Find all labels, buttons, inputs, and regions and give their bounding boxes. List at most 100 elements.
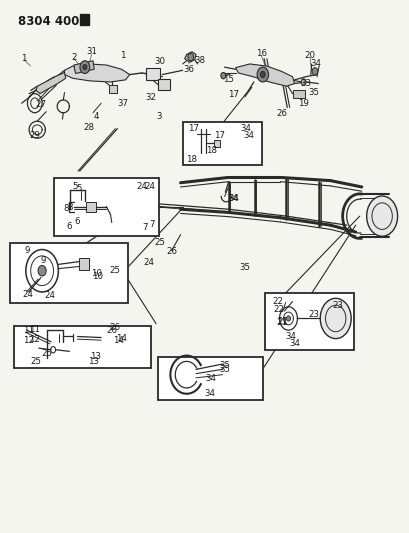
Text: 2: 2 xyxy=(71,53,76,62)
Text: 15: 15 xyxy=(222,75,234,84)
Text: 34: 34 xyxy=(310,60,321,68)
Text: 35: 35 xyxy=(239,263,250,272)
Text: 24: 24 xyxy=(143,258,154,266)
Text: 34: 34 xyxy=(228,194,239,203)
Text: 34: 34 xyxy=(285,332,296,341)
Polygon shape xyxy=(64,64,129,82)
Circle shape xyxy=(366,196,397,236)
Text: 5: 5 xyxy=(76,183,82,192)
Text: 8: 8 xyxy=(67,203,72,212)
Bar xyxy=(10,243,128,303)
Bar xyxy=(86,203,96,212)
Bar xyxy=(54,179,159,236)
Text: C: C xyxy=(81,14,89,25)
Text: 25: 25 xyxy=(30,358,41,367)
Text: 19: 19 xyxy=(297,99,308,108)
Bar xyxy=(158,357,263,400)
Text: 18: 18 xyxy=(186,155,197,164)
Circle shape xyxy=(260,71,265,78)
Text: 24: 24 xyxy=(44,291,55,300)
Text: 23: 23 xyxy=(308,310,319,319)
Text: 9: 9 xyxy=(25,246,30,255)
Text: 13: 13 xyxy=(90,352,101,361)
Circle shape xyxy=(187,53,193,61)
Text: 35: 35 xyxy=(218,366,229,374)
Text: 16: 16 xyxy=(255,49,266,58)
Text: 7: 7 xyxy=(142,223,148,232)
Bar xyxy=(79,258,89,270)
Text: 34: 34 xyxy=(227,194,238,203)
Circle shape xyxy=(256,67,268,82)
Text: 8: 8 xyxy=(64,204,69,213)
Text: 14: 14 xyxy=(112,336,124,345)
Circle shape xyxy=(300,79,305,85)
Bar xyxy=(213,140,220,147)
Text: 6: 6 xyxy=(66,222,72,231)
Text: 34: 34 xyxy=(240,124,251,133)
Circle shape xyxy=(286,316,290,321)
Text: 31: 31 xyxy=(86,47,97,56)
Text: 24: 24 xyxy=(137,182,147,191)
Text: 26: 26 xyxy=(106,326,117,335)
Text: 3: 3 xyxy=(156,112,162,122)
Bar xyxy=(292,90,304,98)
Text: 34: 34 xyxy=(204,389,215,398)
Text: 27: 27 xyxy=(36,100,47,109)
Text: 18: 18 xyxy=(205,147,216,156)
Text: 25: 25 xyxy=(41,350,52,359)
Text: 32: 32 xyxy=(145,93,156,102)
Bar xyxy=(109,85,117,93)
Bar xyxy=(182,122,261,165)
Text: 36: 36 xyxy=(183,64,194,74)
Circle shape xyxy=(38,265,46,276)
Polygon shape xyxy=(235,64,294,86)
Text: 26: 26 xyxy=(275,109,286,118)
Text: 26: 26 xyxy=(166,247,177,256)
Text: 25: 25 xyxy=(109,266,120,275)
Text: 25: 25 xyxy=(153,238,164,247)
Text: 29: 29 xyxy=(29,131,40,140)
Text: 10: 10 xyxy=(91,269,102,278)
Text: 34: 34 xyxy=(243,131,254,140)
Text: 24: 24 xyxy=(144,182,155,191)
Text: 9: 9 xyxy=(40,256,45,265)
Text: 23: 23 xyxy=(331,301,342,310)
Text: 7: 7 xyxy=(149,220,155,229)
Bar xyxy=(14,326,151,368)
Text: 30: 30 xyxy=(154,58,165,66)
Text: 5: 5 xyxy=(72,182,77,191)
Text: 34: 34 xyxy=(288,340,299,349)
Circle shape xyxy=(80,61,90,74)
Text: 35: 35 xyxy=(219,361,230,370)
Text: 14: 14 xyxy=(116,334,127,343)
Text: 4: 4 xyxy=(93,112,99,122)
Text: 34: 34 xyxy=(205,374,216,383)
Text: 37: 37 xyxy=(117,99,128,108)
Circle shape xyxy=(319,298,351,338)
Bar xyxy=(265,293,353,350)
Text: 10: 10 xyxy=(91,271,102,280)
Bar xyxy=(158,79,169,91)
Text: 8304 400: 8304 400 xyxy=(18,14,79,28)
Polygon shape xyxy=(74,61,94,74)
Text: 12: 12 xyxy=(29,335,40,344)
Text: 33: 33 xyxy=(300,79,311,88)
Text: 17: 17 xyxy=(213,131,224,140)
Text: 1: 1 xyxy=(120,51,125,60)
Circle shape xyxy=(311,68,317,75)
Text: 35: 35 xyxy=(308,88,319,97)
Text: 24: 24 xyxy=(22,290,33,299)
Text: 1: 1 xyxy=(21,54,27,62)
Circle shape xyxy=(83,64,87,70)
Text: 17: 17 xyxy=(227,90,238,99)
Text: 28: 28 xyxy=(83,123,94,132)
Text: 26: 26 xyxy=(109,323,120,332)
Text: 17: 17 xyxy=(188,124,199,133)
Text: 20: 20 xyxy=(304,51,315,60)
Text: 21: 21 xyxy=(276,317,287,326)
Text: 38: 38 xyxy=(194,56,205,65)
Polygon shape xyxy=(36,72,65,94)
Text: 13: 13 xyxy=(88,358,99,367)
Bar xyxy=(146,68,160,80)
Text: 22: 22 xyxy=(272,297,283,306)
